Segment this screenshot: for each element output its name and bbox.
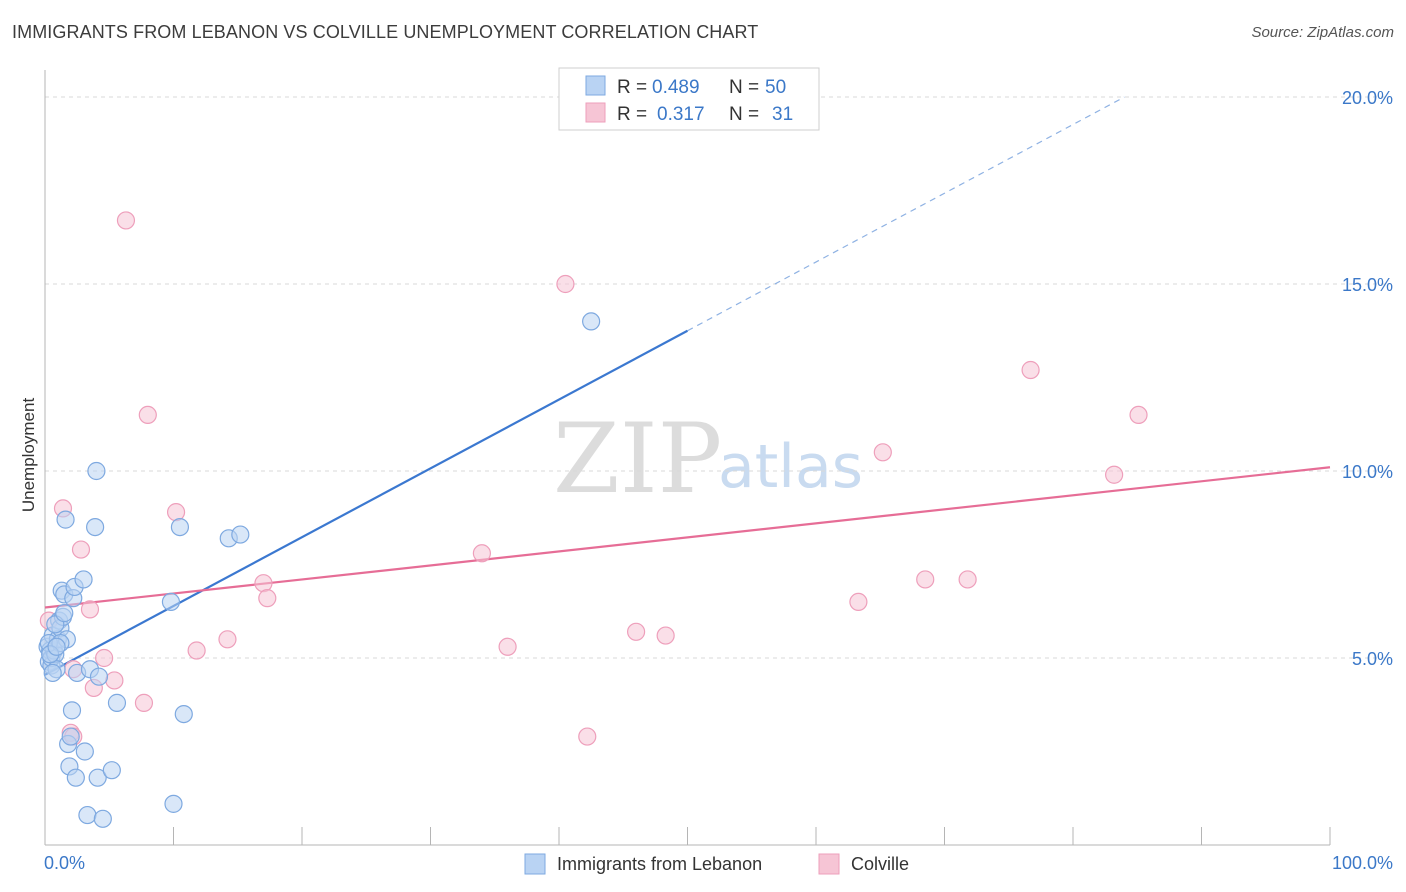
trend-lines xyxy=(44,96,1331,676)
lebanon-point xyxy=(107,693,127,712)
legend-n-label-1: N = xyxy=(729,77,759,98)
colville-point xyxy=(1021,360,1040,380)
lebanon-trend-extension xyxy=(687,96,1125,332)
lebanon-point xyxy=(170,517,190,537)
watermark-zip: ZIP xyxy=(553,403,722,515)
y-tick-label: 15.0% xyxy=(1342,275,1393,295)
colville-point xyxy=(498,637,517,656)
lebanon-point xyxy=(61,727,80,746)
legend-swatch-blue xyxy=(585,75,606,96)
chart-title: IMMIGRANTS FROM LEBANON VS COLVILLE UNEM… xyxy=(12,22,759,42)
lebanon-point xyxy=(47,637,66,656)
lebanon-point xyxy=(62,701,82,720)
legend-r-value-2: 0.317 xyxy=(657,104,705,125)
colville-point xyxy=(138,405,157,424)
correlation-legend: R = 0.489 N = 50 R = 0.317 N = 31 xyxy=(558,67,820,131)
colville-point xyxy=(958,570,977,589)
legend-r-label-2: R = xyxy=(617,104,647,125)
series-legend: Immigrants from Lebanon Colville xyxy=(524,853,909,875)
colville-point xyxy=(556,274,575,294)
lebanon-point xyxy=(582,312,601,331)
y-tick-labels: 5.0% 10.0% 15.0% 20.0% xyxy=(1342,88,1393,669)
colville-point xyxy=(80,600,100,619)
lebanon-point xyxy=(87,461,106,481)
legend-r-label-1: R = xyxy=(617,77,647,98)
x-tick-label: 0.0% xyxy=(44,853,85,873)
series-swatch-colville xyxy=(818,853,840,875)
lebanon-point xyxy=(56,510,75,529)
legend-n-value-1: 50 xyxy=(765,77,786,98)
lebanon-point xyxy=(88,768,107,787)
legend-n-value-2: 31 xyxy=(772,104,793,125)
x-tick-label: 100.0% xyxy=(1332,853,1393,873)
colville-point xyxy=(656,626,675,645)
legend-n-label-2: N = xyxy=(729,104,759,125)
watermark-atlas: atlas xyxy=(718,432,863,502)
colville-point xyxy=(218,630,237,649)
axes xyxy=(44,70,1331,846)
lebanon-point xyxy=(161,592,181,612)
lebanon-point xyxy=(164,794,183,813)
colville-point xyxy=(116,211,136,230)
lebanon-point xyxy=(43,663,62,683)
colville-point xyxy=(873,443,892,462)
colville-point xyxy=(105,671,124,690)
y-tick-label: 20.0% xyxy=(1342,88,1393,108)
x-tick-labels: 0.0% 100.0% xyxy=(44,853,1393,873)
colville-point xyxy=(849,592,868,612)
lebanon-point xyxy=(66,768,85,787)
y-tick-label: 10.0% xyxy=(1342,462,1393,482)
chart-source: Source: ZipAtlas.com xyxy=(1251,24,1394,41)
data-points xyxy=(38,211,1148,828)
lebanon-point xyxy=(75,742,94,761)
colville-point xyxy=(166,503,186,522)
lebanon-point xyxy=(89,667,109,686)
lebanon-point xyxy=(74,570,93,589)
colville-point xyxy=(254,574,273,593)
colville-point xyxy=(95,648,114,668)
colville-point xyxy=(187,641,206,660)
colville-point xyxy=(472,544,491,563)
colville-point xyxy=(626,622,646,641)
colville-point xyxy=(134,693,154,712)
lebanon-point xyxy=(93,809,112,828)
legend-swatch-pink xyxy=(585,102,606,123)
y-axis-label: Unemployment xyxy=(19,398,38,513)
lebanon-point xyxy=(78,805,97,825)
lebanon-point xyxy=(86,517,105,537)
legend-r-value-1: 0.489 xyxy=(652,77,700,98)
lebanon-point xyxy=(231,525,250,544)
colville-point xyxy=(1105,465,1124,484)
colville-point xyxy=(578,727,597,746)
lebanon-point xyxy=(102,761,121,780)
series-label-lebanon: Immigrants from Lebanon xyxy=(557,854,762,874)
gridlines xyxy=(45,96,1390,659)
lebanon-point xyxy=(55,604,74,623)
lebanon-point xyxy=(174,704,193,724)
y-tick-label: 5.0% xyxy=(1352,649,1393,669)
colville-point xyxy=(1129,405,1148,424)
lebanon-trend-line xyxy=(44,329,689,676)
colville-point xyxy=(916,570,935,589)
colville-point xyxy=(71,540,91,559)
series-label-colville: Colville xyxy=(851,854,909,874)
series-swatch-lebanon xyxy=(524,853,546,875)
colville-point xyxy=(258,589,277,608)
